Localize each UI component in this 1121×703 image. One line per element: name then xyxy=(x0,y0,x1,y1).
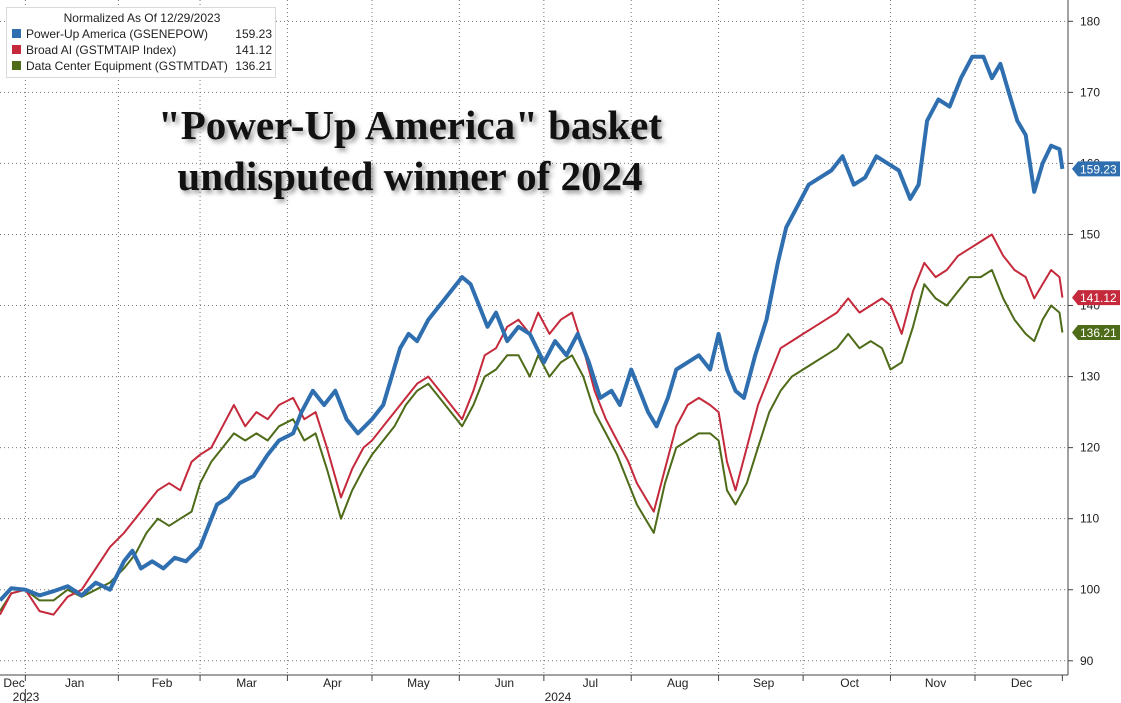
series-line-0 xyxy=(0,54,1065,602)
x-year-label: 2024 xyxy=(545,690,572,703)
legend-series-name: Data Center Equipment (GSTMTDAT) xyxy=(26,59,228,73)
y-tick-label: 150 xyxy=(1080,227,1100,241)
y-tick-label: 100 xyxy=(1080,583,1100,597)
x-tick-label: May xyxy=(407,676,430,690)
legend-series-value: 141.12 xyxy=(235,43,272,57)
x-tick-label: Nov xyxy=(925,676,946,690)
end-value-tag xyxy=(1072,324,1120,340)
gridlines xyxy=(0,0,1068,675)
x-tick-label: Feb xyxy=(152,676,173,690)
y-tick-label: 120 xyxy=(1080,441,1100,455)
legend-series-name: Power-Up America (GSENEPOW) xyxy=(26,27,209,41)
x-year-label: 2023 xyxy=(13,690,40,703)
chart-title-line-1: "Power-Up America" basket xyxy=(157,102,662,148)
end-value-tag xyxy=(1072,290,1120,306)
x-tick-label: Apr xyxy=(323,676,342,690)
x-tick-label: Jun xyxy=(495,676,514,690)
x-tick-label: Jul xyxy=(583,676,598,690)
x-tick-label: Oct xyxy=(840,676,859,690)
series-line-2 xyxy=(0,269,1064,612)
chart-title-line-2: undisputed winner of 2024 xyxy=(177,153,643,199)
y-tick-label: 90 xyxy=(1080,654,1094,668)
value-labels: 159.23 141.12 136.21 xyxy=(1072,161,1120,340)
end-value-label: 159.23 xyxy=(1080,162,1117,176)
series-line-1 xyxy=(0,233,1064,616)
end-value-tag xyxy=(1072,161,1120,177)
end-value-label: 141.12 xyxy=(1080,291,1117,305)
x-tick-label: Sep xyxy=(753,676,775,690)
y-tick-label: 110 xyxy=(1080,512,1099,526)
y-tick-label: 130 xyxy=(1080,370,1100,384)
y-tick-label: 180 xyxy=(1080,14,1100,28)
x-tick-label: Dec xyxy=(3,676,24,690)
chart-title: "Power-Up America" basket undisputed win… xyxy=(60,100,760,202)
end-value-label: 136.21 xyxy=(1080,326,1117,340)
legend-series-name: Broad AI (GSTMTAIP Index) xyxy=(26,43,177,57)
legend-item-broad-ai: Broad AI (GSTMTAIP Index) 141.12 xyxy=(12,43,272,57)
x-tick-label: Aug xyxy=(667,676,688,690)
series-lines xyxy=(0,54,1065,616)
x-tick-label: Dec xyxy=(1011,676,1032,690)
x-tick-label: Jan xyxy=(65,676,84,690)
y-tick-label: 170 xyxy=(1080,85,1100,99)
legend-title: Normalized As Of 12/29/2023 xyxy=(63,11,221,25)
legend-swatch xyxy=(12,29,21,38)
x-tick-label: Mar xyxy=(236,676,257,690)
legend-item-data-center-equipment: Data Center Equipment (GSTMTDAT) 136.21 xyxy=(12,59,272,73)
legend-item-power-up-america: Power-Up America (GSENEPOW) 159.23 xyxy=(12,27,272,41)
legend-series-value: 136.21 xyxy=(235,59,272,73)
legend-swatch xyxy=(12,45,21,54)
legend-series-value: 159.23 xyxy=(235,27,272,41)
legend: Normalized As Of 12/29/2023 Power-Up Ame… xyxy=(6,7,276,78)
legend-swatch xyxy=(12,61,21,70)
